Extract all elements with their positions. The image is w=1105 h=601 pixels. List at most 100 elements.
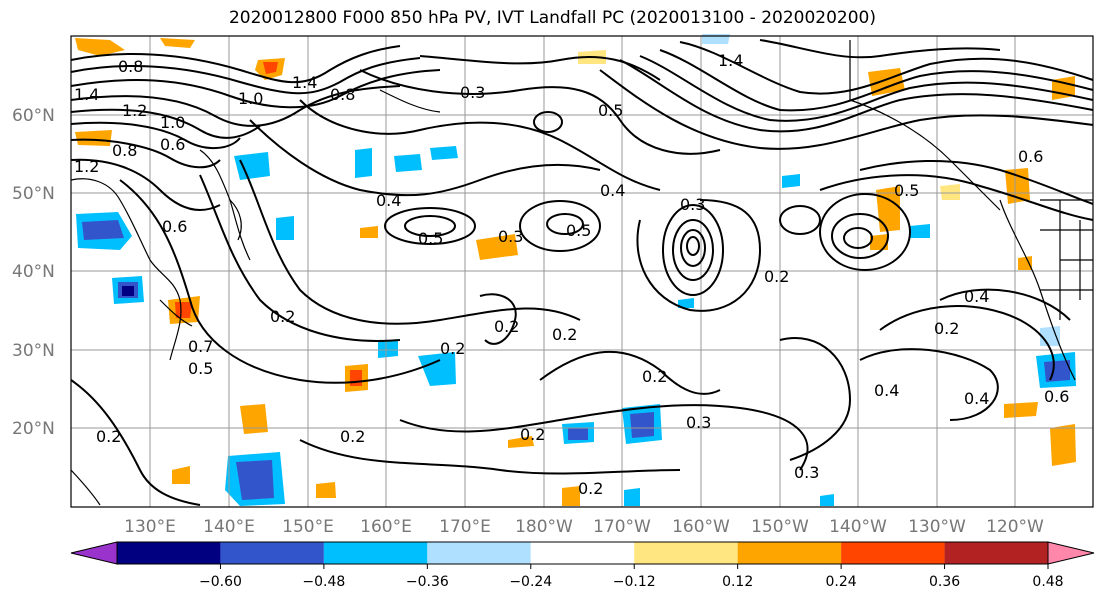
ivt-contours bbox=[70, 39, 1094, 506]
lon-label: 130°E bbox=[124, 517, 176, 537]
fill-patch bbox=[1004, 402, 1038, 418]
fill-patch bbox=[1018, 256, 1032, 270]
contour-label: 0.4 bbox=[964, 287, 989, 306]
fill-patch bbox=[350, 370, 362, 386]
contour-label: 0.2 bbox=[494, 317, 519, 336]
contour-label: 1.4 bbox=[74, 85, 99, 104]
colorbar-cell bbox=[220, 542, 324, 564]
colorbar-tick-label: −0.12 bbox=[613, 574, 656, 590]
colorbar-cell bbox=[427, 542, 531, 564]
contour-label: 1.0 bbox=[238, 89, 263, 108]
contour-label: 0.2 bbox=[270, 307, 295, 326]
colorbar-cell bbox=[841, 542, 945, 564]
fill-patch bbox=[240, 404, 268, 434]
colorbar-tick-label: 0.24 bbox=[826, 574, 857, 590]
contour-label: 0.2 bbox=[934, 319, 959, 338]
latitude-labels: 60°N 50°N 40°N 30°N 20°N bbox=[12, 106, 55, 439]
contour-labels: 0.8 1.4 1.4 1.0 1.2 1.0 0.8 0.6 1.2 0.8 … bbox=[74, 51, 1069, 498]
contour-label: 1.4 bbox=[718, 51, 743, 70]
contour-label: 0.8 bbox=[330, 85, 355, 104]
colorbar-tick-label: −0.24 bbox=[509, 574, 552, 590]
fill-patch bbox=[508, 436, 534, 448]
contour-label: 0.5 bbox=[598, 101, 623, 120]
contour-label: 0.5 bbox=[566, 221, 591, 240]
colorbar-tick-label: −0.60 bbox=[199, 574, 242, 590]
fill-patch bbox=[1040, 326, 1060, 346]
lon-label: 140°E bbox=[203, 517, 255, 537]
lon-label: 160°W bbox=[672, 517, 730, 537]
fill-patch bbox=[1050, 424, 1076, 466]
contour-label: 0.2 bbox=[578, 479, 603, 498]
contour-label: 0.8 bbox=[112, 141, 137, 160]
map-title: 2020012800 F000 850 hPa PV, IVT Landfall… bbox=[228, 8, 876, 28]
fill-patch bbox=[562, 486, 580, 506]
contour-label: 0.2 bbox=[552, 325, 577, 344]
lon-label: 170°E bbox=[439, 517, 491, 537]
colorbar-cell bbox=[117, 542, 221, 564]
contour-label: 0.4 bbox=[964, 389, 989, 408]
fill-patch bbox=[820, 494, 834, 506]
lon-label: 160°E bbox=[360, 517, 412, 537]
fill-patch bbox=[476, 234, 518, 260]
colorbar-tick-label: −0.48 bbox=[302, 574, 345, 590]
coastlines bbox=[70, 40, 1093, 506]
contour-label: 0.4 bbox=[600, 181, 625, 200]
contour-label: 0.3 bbox=[680, 195, 705, 214]
fill-patch bbox=[75, 130, 112, 146]
colorbar-tick-label: 0.12 bbox=[722, 574, 753, 590]
contour-label: 0.3 bbox=[794, 463, 819, 482]
lon-label: 130°W bbox=[908, 517, 966, 537]
colorbar-tick-label: −0.36 bbox=[406, 574, 449, 590]
fill-patch bbox=[430, 146, 458, 160]
graticule bbox=[71, 36, 1093, 507]
contour-label: 0.5 bbox=[188, 359, 213, 378]
contour-label: 0.2 bbox=[96, 427, 121, 446]
fill-patch bbox=[75, 38, 125, 56]
lat-label-60n: 60°N bbox=[12, 106, 55, 126]
colorbar-cell bbox=[323, 542, 428, 564]
fill-patch bbox=[378, 340, 398, 358]
contour-label: 0.2 bbox=[642, 367, 667, 386]
contour-label: 1.2 bbox=[122, 101, 147, 120]
fill-patch bbox=[263, 62, 278, 74]
lat-label-50n: 50°N bbox=[12, 184, 55, 204]
lon-label: 140°W bbox=[829, 517, 887, 537]
lat-label-40n: 40°N bbox=[12, 262, 55, 282]
fill-patch bbox=[940, 184, 960, 200]
contour-label: 0.8 bbox=[118, 57, 143, 76]
contour-label: 0.7 bbox=[188, 337, 213, 356]
contour-label: 0.3 bbox=[498, 227, 523, 246]
colorbar-tick-label: 0.48 bbox=[1032, 574, 1063, 590]
fill-patch bbox=[868, 68, 905, 96]
fill-patch bbox=[678, 298, 694, 308]
colorbar-cell bbox=[737, 542, 842, 564]
contour-label: 0.3 bbox=[460, 83, 485, 102]
contour-label: 0.6 bbox=[162, 217, 187, 236]
fill-patch bbox=[160, 38, 195, 48]
lon-label: 170°W bbox=[593, 517, 651, 537]
fill-patch bbox=[394, 154, 422, 172]
fill-patch bbox=[172, 466, 190, 484]
map-frame bbox=[70, 35, 1094, 508]
fill-patch bbox=[276, 216, 294, 240]
longitude-labels: 130°E 140°E 150°E 160°E 170°E 180°W 170°… bbox=[124, 517, 1044, 537]
contour-label: 1.0 bbox=[160, 113, 185, 132]
fill-patch bbox=[236, 460, 274, 500]
fill-patch bbox=[630, 412, 654, 438]
fill-patch bbox=[355, 148, 372, 178]
lat-label-20n: 20°N bbox=[12, 419, 55, 439]
contour-label: 0.5 bbox=[418, 229, 443, 248]
contour-label: 0.2 bbox=[764, 267, 789, 286]
fill-patch bbox=[1044, 360, 1070, 382]
contour-label: 0.4 bbox=[376, 191, 401, 210]
colorbar-extend-max bbox=[1047, 541, 1095, 565]
colorbar-cell bbox=[634, 542, 738, 564]
lon-label: 150°E bbox=[282, 517, 334, 537]
fill-patch bbox=[316, 482, 336, 498]
contour-label: 0.3 bbox=[686, 413, 711, 432]
lon-label: 150°W bbox=[751, 517, 809, 537]
colorbar-tick-label: 0.36 bbox=[929, 574, 960, 590]
contour-label: 0.4 bbox=[874, 381, 899, 400]
contour-label: 0.2 bbox=[520, 425, 545, 444]
